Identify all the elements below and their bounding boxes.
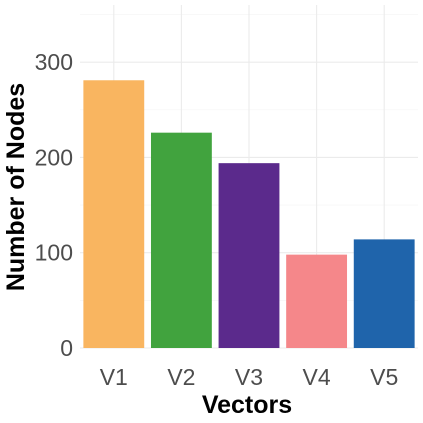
x-axis-title: Vectors — [202, 391, 292, 419]
x-tick-label: V4 — [303, 364, 331, 390]
y-tick-labels: 0 100 200 300 — [35, 49, 73, 361]
y-axis-title: Number of Nodes — [2, 83, 30, 291]
bar-v3 — [218, 163, 280, 348]
y-tick-label: 0 — [60, 335, 73, 361]
y-tick-label: 300 — [35, 49, 73, 75]
y-tick-label: 200 — [35, 144, 73, 170]
bar-v5 — [353, 239, 415, 348]
x-tick-label: V5 — [370, 364, 398, 390]
x-tick-labels: V1 V2 V3 V4 V5 — [100, 364, 399, 390]
bar-v4 — [286, 254, 348, 348]
bar-v2 — [150, 132, 212, 348]
bar-v1 — [83, 80, 145, 349]
x-tick-label: V2 — [167, 364, 195, 390]
x-tick-label: V3 — [235, 364, 263, 390]
bars-group — [83, 80, 415, 349]
y-tick-label: 100 — [35, 240, 73, 266]
x-tick-label: V1 — [100, 364, 128, 390]
